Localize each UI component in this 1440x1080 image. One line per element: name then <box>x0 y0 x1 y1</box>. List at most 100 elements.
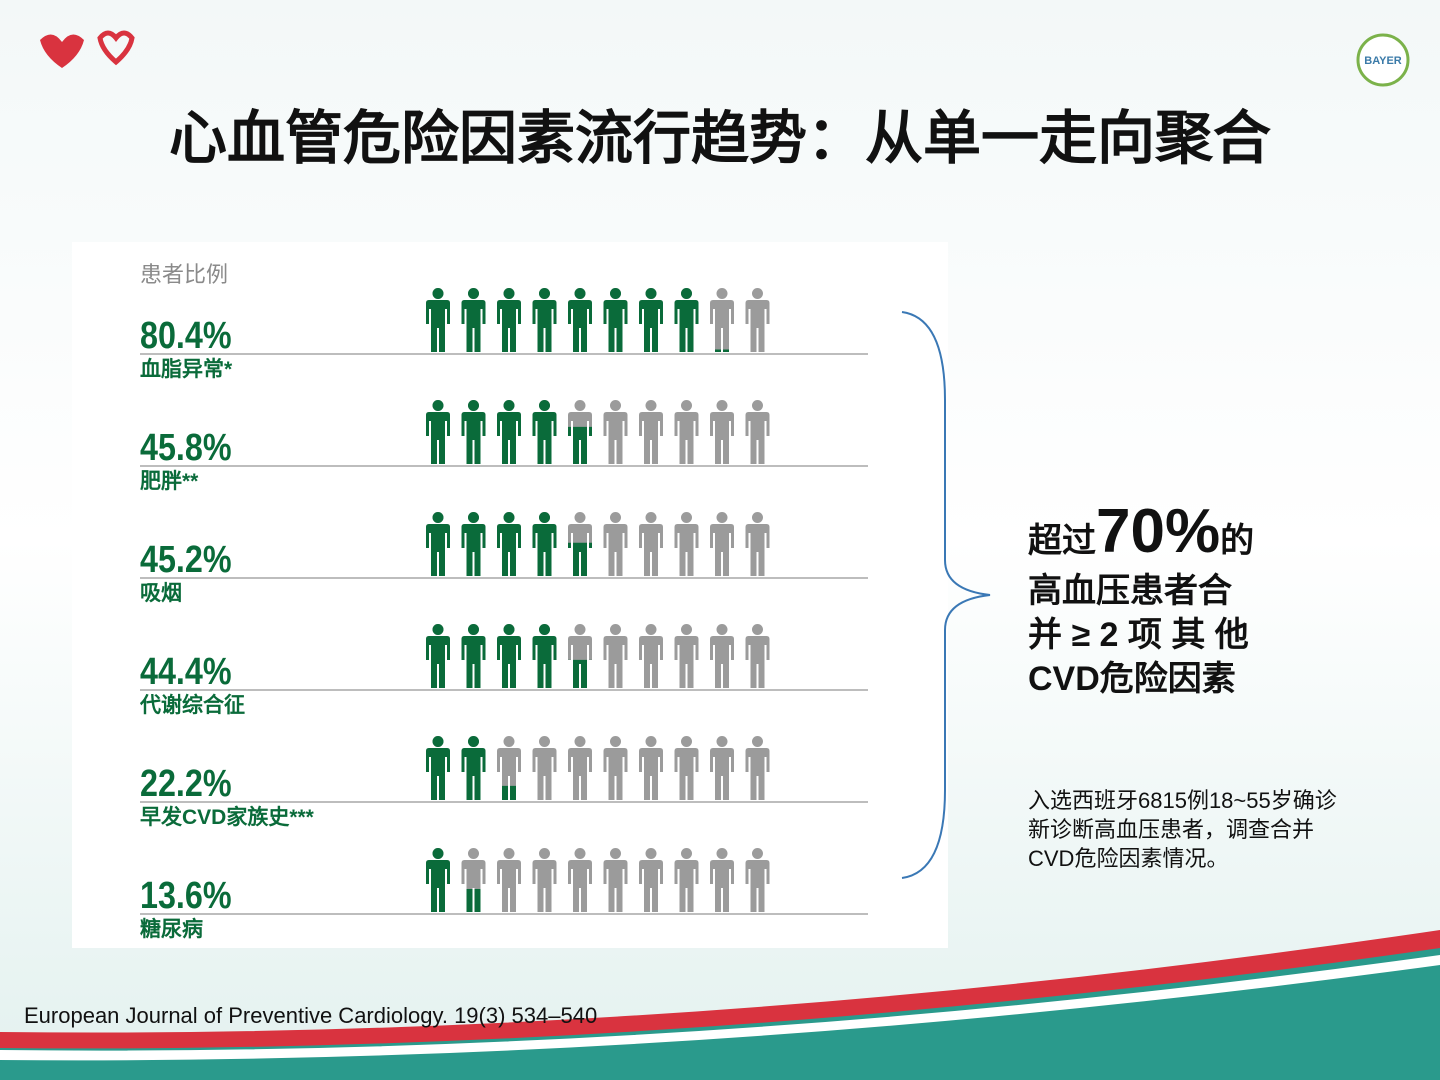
icon <box>568 624 592 688</box>
note-line: 新诊断高血压患者，调查合并 <box>1028 817 1314 842</box>
icon <box>603 288 628 352</box>
category-label: 糖尿病 <box>140 917 203 941</box>
icon-body <box>426 524 450 576</box>
icon-fill <box>532 288 557 352</box>
icon-body <box>461 636 486 688</box>
icon-head <box>716 736 728 747</box>
icon-body <box>497 860 521 912</box>
icon-head <box>752 624 763 635</box>
icon-fill <box>426 288 450 352</box>
icon-fill <box>568 542 592 576</box>
icon <box>461 288 486 352</box>
value-label: 13.6% <box>140 875 232 917</box>
icon-fill <box>568 288 592 352</box>
icon <box>710 736 734 800</box>
icon-fill <box>461 736 486 800</box>
note-line: 入选西班牙6815例18~55岁确诊 <box>1028 788 1337 813</box>
icon-body <box>497 636 521 688</box>
icon-body <box>745 524 770 576</box>
icon-body <box>603 636 628 688</box>
icon-head <box>574 400 586 411</box>
icon-body <box>710 524 734 576</box>
icon-body <box>710 412 734 464</box>
icon-head <box>468 288 479 299</box>
icon-body <box>426 636 450 688</box>
icon <box>639 624 663 688</box>
icon <box>461 400 486 464</box>
icon <box>745 736 770 800</box>
icon-fill <box>497 512 521 576</box>
icon-body <box>466 888 481 912</box>
bayer-logo-text: BAYER <box>1364 55 1402 67</box>
icon-body <box>426 300 450 352</box>
note-line: CVD危险因素情况。 <box>1028 846 1228 871</box>
icon-head <box>610 736 621 747</box>
icon-body <box>603 524 628 576</box>
icon <box>603 848 628 912</box>
icon <box>603 624 628 688</box>
icon <box>568 400 592 464</box>
value-label: 44.4% <box>140 651 232 693</box>
icon-head <box>645 624 657 635</box>
icon-head <box>716 624 728 635</box>
icon-fill <box>461 624 486 688</box>
icon <box>639 288 663 352</box>
icon-fill <box>603 288 628 352</box>
bayer-logo <box>1356 33 1410 87</box>
icon <box>532 848 557 912</box>
icon-head <box>716 400 728 411</box>
icon-fill <box>674 288 699 352</box>
icon-fill <box>426 512 450 576</box>
icon-fill <box>497 288 521 352</box>
category-label: 肥胖** <box>140 469 199 493</box>
icon-body <box>497 300 521 352</box>
icon-body <box>639 860 663 912</box>
icon-head <box>681 288 692 299</box>
icon-fill <box>497 624 521 688</box>
icon-head <box>432 848 444 859</box>
icon <box>426 288 450 352</box>
icon-body <box>745 748 770 800</box>
icon-head <box>539 288 550 299</box>
category-label: 血脂异常* <box>140 357 233 381</box>
value-label: 80.4% <box>140 315 232 357</box>
icon <box>532 624 557 688</box>
icon <box>532 736 557 800</box>
icon-head <box>539 624 550 635</box>
icon <box>710 400 734 464</box>
icon-body <box>568 860 592 912</box>
category-label: 吸烟 <box>140 582 182 605</box>
icon-body <box>568 300 592 352</box>
icon <box>532 512 557 576</box>
icon <box>461 848 486 912</box>
icon-body <box>426 860 450 912</box>
category-label: 代谢综合征 <box>139 693 245 717</box>
icon-head <box>752 736 763 747</box>
icon-head <box>716 288 728 299</box>
icon-body <box>710 860 734 912</box>
icon <box>497 400 521 464</box>
icon <box>745 512 770 576</box>
icon <box>674 512 699 576</box>
icon <box>674 624 699 688</box>
icon-head <box>681 736 692 747</box>
icon-body <box>603 412 628 464</box>
icon-body <box>568 748 592 800</box>
icon <box>532 400 557 464</box>
icon-body <box>461 748 486 800</box>
icon <box>532 288 557 352</box>
icon-head <box>681 848 692 859</box>
icon-head <box>645 736 657 747</box>
callout-text: 的 <box>1220 522 1254 560</box>
icon-body <box>532 412 557 464</box>
icon <box>745 288 770 352</box>
icon <box>674 400 699 464</box>
icon <box>426 736 450 800</box>
icon <box>710 848 734 912</box>
icon-body <box>745 636 770 688</box>
icon-body <box>426 748 450 800</box>
icon-body <box>502 785 516 800</box>
icon-fill <box>466 888 481 912</box>
icon-body <box>674 748 699 800</box>
